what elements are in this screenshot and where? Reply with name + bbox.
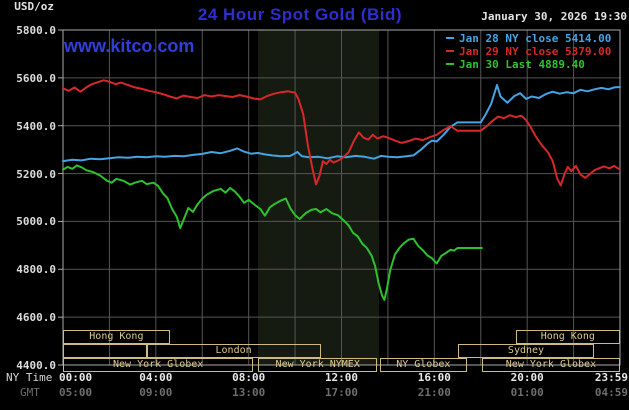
series-line-jan-30 xyxy=(62,164,483,301)
session-box xyxy=(63,344,147,358)
gmt-time-tick: 17:00 xyxy=(324,386,359,399)
units-label: USD/oz xyxy=(14,0,54,13)
legend-label-jan30: Jan 30 Last 4889.40 xyxy=(459,58,585,71)
session-box-hong-kong: Hong Kong xyxy=(63,330,170,344)
gmt-time-tick: 05:00 xyxy=(59,386,93,399)
series-line-jan-28 xyxy=(62,84,621,163)
plot-border xyxy=(62,29,621,366)
session-label: Sydney xyxy=(507,345,545,356)
y-tick-label: 5600.0 xyxy=(16,71,56,85)
ny-time-tick: 04:00 xyxy=(139,371,173,384)
session-box-sydney: Sydney xyxy=(457,344,595,358)
session-box-new-york-nymex: New York NYMEX xyxy=(257,358,378,372)
y-tick-label: 5200.0 xyxy=(16,167,56,181)
session-box-new-york-globex: New York Globex xyxy=(63,358,254,372)
session-label: NY Globex xyxy=(396,359,451,370)
y-tick-label: 4400.0 xyxy=(16,359,56,372)
ny-time-tick: 23:59 xyxy=(594,371,628,384)
session-label: New York Globex xyxy=(112,359,204,370)
y-tick-label: 5000.0 xyxy=(16,215,56,229)
nymex-session-band xyxy=(257,30,380,365)
legend-label-jan29: Jan 29 NY close 5379.00 xyxy=(459,45,612,58)
y-tick-label: 4800.0 xyxy=(16,263,56,277)
gmt-time-tick: 09:00 xyxy=(139,386,173,399)
session-box-london: London xyxy=(146,344,321,358)
legend-item-jan30: Jan 30 Last 4889.40 xyxy=(446,58,611,71)
session-box-hong-kong: Hong Kong xyxy=(515,330,620,344)
y-tick-label: 5800.0 xyxy=(16,24,56,37)
legend-item-jan28: Jan 28 NY close 5414.00 xyxy=(446,32,611,45)
kitco-watermark: www.kitco.com xyxy=(64,36,195,56)
chart-datetime: January 30, 2026 19:30 xyxy=(481,10,627,23)
gmt-time-tick: 01:00 xyxy=(510,386,544,399)
session-label: London xyxy=(215,345,252,356)
gmt-time-tick: 04:59 xyxy=(594,386,628,399)
legend-item-jan29: Jan 29 NY close 5379.00 xyxy=(446,45,611,58)
ny-time-tick: 00:00 xyxy=(59,371,93,384)
session-box-new-york-globex: New York Globex xyxy=(481,358,620,372)
ny-time-tick: 08:00 xyxy=(232,371,266,384)
jan30-line-swatch xyxy=(446,63,454,65)
jan28-line-swatch xyxy=(446,37,454,39)
jan29-line-swatch xyxy=(446,50,454,52)
session-label: Hong Kong xyxy=(89,331,144,342)
y-tick-label: 4600.0 xyxy=(16,311,56,325)
session-label: Hong Kong xyxy=(540,331,595,342)
gmt-time-tick: 21:00 xyxy=(417,386,451,399)
gmt-axis-label: GMT xyxy=(20,386,40,399)
ny-time-axis-label: NY Time xyxy=(6,371,53,384)
legend: Jan 28 NY close 5414.00 Jan 29 NY close … xyxy=(446,32,611,71)
ny-time-tick: 20:00 xyxy=(510,371,544,384)
ny-time-tick: 12:00 xyxy=(324,371,359,384)
legend-label-jan28: Jan 28 NY close 5414.00 xyxy=(459,32,612,45)
series-line-jan-29 xyxy=(62,79,621,187)
session-label: New York NYMEX xyxy=(275,359,360,370)
ny-time-tick: 16:00 xyxy=(417,371,451,384)
chart-title: 24 Hour Spot Gold (Bid) xyxy=(197,5,403,24)
gmt-time-tick: 13:00 xyxy=(232,386,266,399)
session-label: New York Globex xyxy=(505,359,597,370)
y-tick-label: 5400.0 xyxy=(16,119,56,133)
session-box-ny-globex: NY Globex xyxy=(379,358,467,372)
